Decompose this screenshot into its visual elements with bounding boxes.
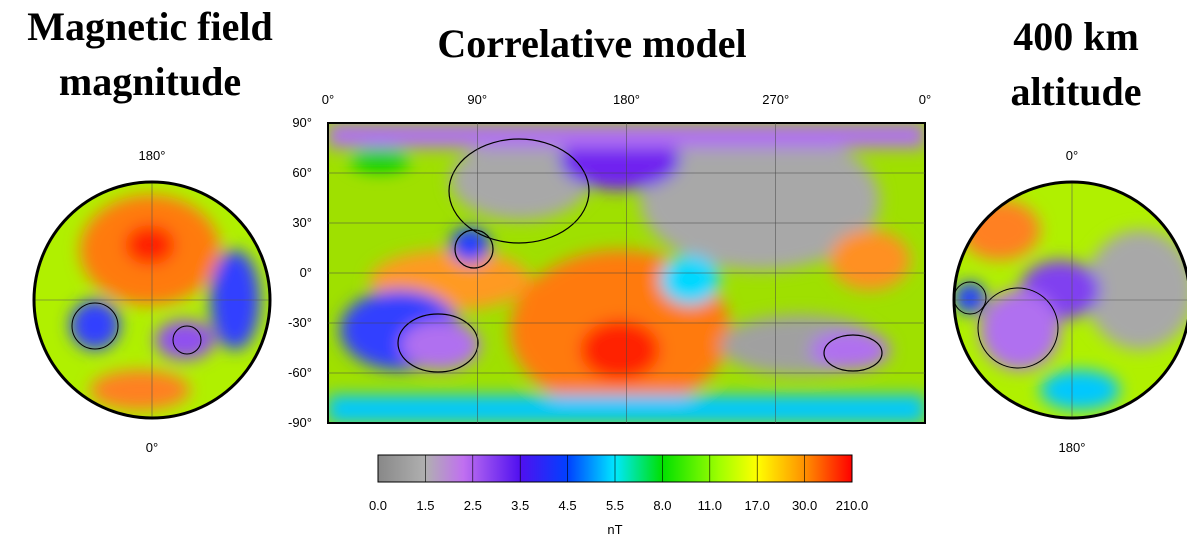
left-polar-frame [32,180,272,420]
colorbar-labels: 0.0 1.5 2.5 3.5 4.5 5.5 8.0 11.0 17.0 30.0 210.0 [369,455,868,513]
colorbar-label: 210.0 [836,498,869,513]
right-title-2: altitude [1010,69,1141,114]
lon-label: 270° [762,92,789,107]
right-polar-top: 0° [1066,148,1078,163]
lon-label: 90° [467,92,487,107]
colorbar-label: 2.5 [464,498,482,513]
lon-label: 180° [613,92,640,107]
lon-label: 0° [322,92,334,107]
left-title-1: Magnetic field [27,4,273,49]
lon-label: 0° [919,92,931,107]
right-polar-frame [952,180,1187,420]
lat-label: 60° [292,165,312,180]
colorbar-label: 4.5 [559,498,577,513]
colorbar-label: 1.5 [416,498,434,513]
right-title-1: 400 km [1013,14,1139,59]
colorbar-label: 8.0 [653,498,671,513]
colorbar-label: 3.5 [511,498,529,513]
left-polar-top: 180° [139,148,166,163]
colorbar-label: 17.0 [745,498,770,513]
colorbar-unit: nT [607,522,622,537]
lat-label: -90° [288,415,312,430]
colorbar-label: 30.0 [792,498,817,513]
lat-label: -60° [288,365,312,380]
left-title-2: magnitude [59,59,241,104]
lat-label: -30° [288,315,312,330]
lat-label: 0° [300,265,312,280]
center-title: Correlative model [437,21,746,66]
colorbar-label: 11.0 [698,498,722,513]
right-polar-bottom: 180° [1059,440,1086,455]
colorbar-label: 0.0 [369,498,387,513]
left-polar-image [34,182,270,418]
colorbar-label: 5.5 [606,498,624,513]
lat-label: 90° [292,115,312,130]
lat-label: 30° [292,215,312,230]
left-polar-bottom: 0° [146,440,158,455]
map-grid: 0° 90° 180° 270° 0° 90° 60° 30° 0° -30° -60° -90° [288,92,931,430]
